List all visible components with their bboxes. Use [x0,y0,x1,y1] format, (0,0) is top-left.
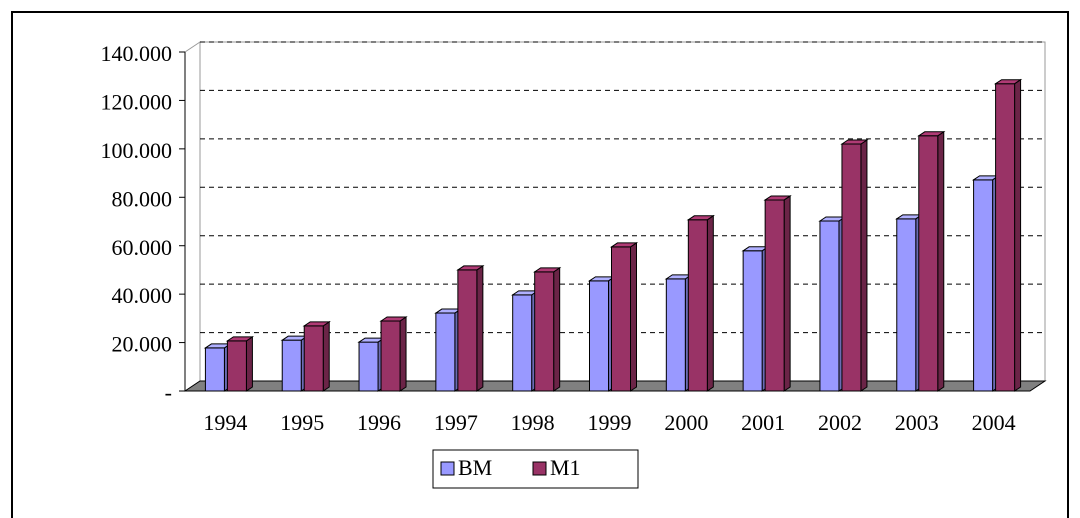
y-tick-label: 40.000 [112,283,173,308]
bar [380,320,401,392]
bar [995,83,1016,392]
bar [204,347,225,392]
bar-top [763,195,792,201]
x-tick-label: 2000 [664,410,708,435]
bar [611,246,631,392]
bar [358,341,379,392]
bar-top [993,79,1023,85]
bar-side [630,241,637,392]
x-tick-label: 1996 [357,410,401,435]
bar [303,325,324,392]
bar-top [302,321,331,327]
x-tick-label: 2004 [972,410,1016,435]
bar-top [609,242,639,248]
bar-top [456,265,485,271]
bar-top [917,131,946,137]
bar [973,179,994,392]
bar [687,219,708,392]
y-tick-label: 80.000 [112,186,173,211]
bar [226,340,247,392]
y-tick-label: 100.000 [101,138,173,163]
bar-side [476,264,484,392]
bar-side [937,130,945,392]
bar [841,143,862,392]
legend-swatch [440,461,455,476]
bar [896,218,917,392]
bar [281,339,302,392]
x-tick-label: 1995 [280,410,324,435]
bar-top [840,139,869,145]
bar-top [533,267,562,273]
x-tick-label: 2001 [741,410,785,435]
bar [665,278,686,392]
x-tick-label: 2002 [818,410,862,435]
x-tick-label: 1997 [434,410,478,435]
x-tick-label: 1998 [511,410,555,435]
bar-top [379,316,408,322]
bar-side [860,139,868,392]
bar [589,280,609,392]
bar-side [1014,78,1022,392]
y-tick-label: 60.000 [112,235,173,260]
y-tick-label: 120.000 [101,89,173,114]
bar-side [553,266,561,392]
bar [435,312,456,392]
x-tick-label: 1999 [588,410,632,435]
bar-side [399,316,407,392]
bar [534,271,555,392]
legend-label: BM [458,455,492,480]
y-tick-label: 140.000 [101,41,173,66]
bar [764,199,785,392]
y-tick-label: 20.000 [112,332,173,357]
side-wall [184,41,201,392]
x-tick-label: 1994 [203,410,247,435]
legend-label: M1 [550,455,581,480]
bar [918,135,939,392]
y-tick-label: - [165,380,172,405]
legend-swatch [532,461,547,476]
bar-side [706,214,714,392]
bar [457,269,478,392]
bar [512,294,533,392]
bar-side [783,195,791,392]
bar-top [686,215,715,221]
bar [742,250,763,392]
x-tick-label: 2003 [895,410,939,435]
bar-side [322,320,330,392]
bar-side [245,335,253,392]
bar [819,220,840,392]
bar-top [225,336,255,342]
